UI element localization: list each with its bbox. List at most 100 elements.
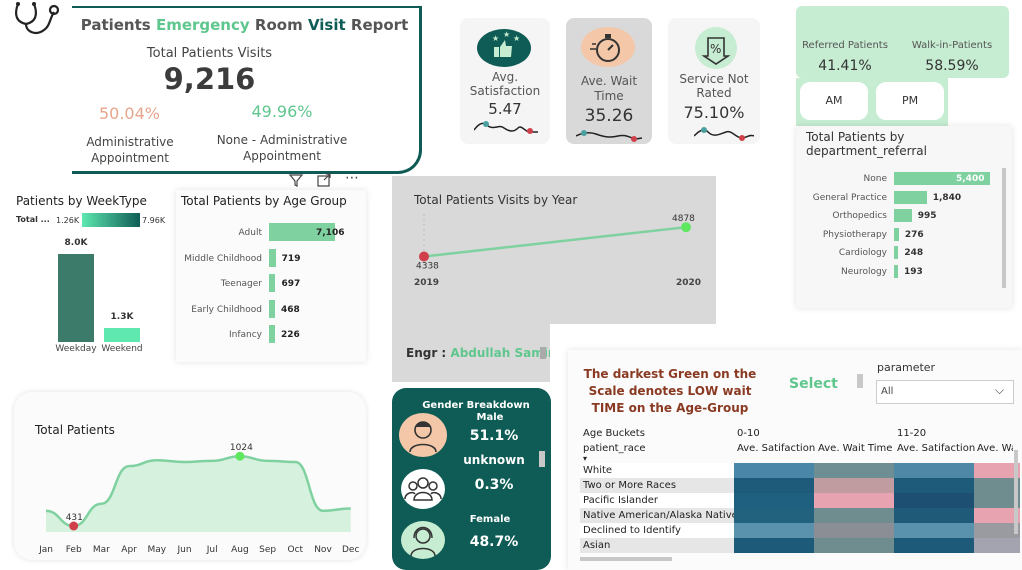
race-label: Two or More Races [583, 480, 677, 491]
race-label: Pacific Islander [583, 495, 658, 506]
min-point[interactable] [69, 521, 79, 531]
weekend-value-label: 1.3K [110, 311, 134, 322]
heatmap-cell[interactable] [894, 508, 974, 523]
department-bar[interactable] [894, 190, 927, 204]
admin-label: Administrative Appointment [86, 135, 174, 165]
sort-arrow-icon[interactable]: ▾ [583, 454, 588, 463]
year-point-2019[interactable] [419, 251, 429, 262]
table-row[interactable]: Native American/Alaska Native [580, 508, 1020, 523]
max-point[interactable] [235, 451, 245, 461]
heatmap-cell[interactable] [814, 478, 894, 493]
kpi-wait-sparkline [576, 130, 642, 142]
age-group-bar[interactable] [269, 274, 276, 292]
chevron-down-icon: ⌵ [995, 383, 1005, 397]
min-point-label: 431 [66, 513, 83, 523]
department-label: None [863, 174, 887, 184]
col-group-label: Age Buckets [583, 428, 645, 439]
weektype-legend-gradient [82, 213, 140, 227]
department-label: Physiotherapy [822, 229, 887, 240]
heatmap-cell[interactable] [734, 508, 814, 523]
heatmap-cell[interactable] [974, 478, 1020, 493]
heatmap-cell[interactable] [814, 508, 894, 523]
month-label: Nov [314, 545, 332, 555]
heatmap-v-scrollbar[interactable] [1014, 450, 1018, 534]
heatmap-cell[interactable] [734, 493, 814, 508]
total-patients-title: Total Patients [35, 423, 115, 437]
gender-female-value: 48.7% [469, 534, 519, 550]
age-group-bar[interactable] [269, 325, 275, 343]
parameter-label: parameter [877, 361, 936, 374]
department-bar[interactable] [894, 172, 990, 185]
heatmap-cell[interactable] [894, 523, 974, 538]
walkin-value: 58.59% [925, 58, 979, 74]
heatmap-cell[interactable] [974, 463, 1020, 478]
heatmap-grid: White Two or More Races Pacific Islander Na… [580, 463, 1020, 555]
heatmap-cell[interactable] [734, 538, 814, 553]
row-header: patient_race [583, 443, 646, 454]
age-group-label: Infancy [228, 330, 262, 340]
heatmap-cell[interactable] [894, 463, 974, 478]
engineer-name: Abdullah Samir [450, 346, 554, 360]
visits-by-year-chart: 4338 4878 [416, 214, 695, 272]
referred-value: 41.41% [818, 58, 872, 74]
gender-male-value: 51.1% [469, 428, 519, 444]
weekend-bar[interactable] [104, 327, 140, 342]
table-row[interactable]: White [580, 463, 1020, 478]
gender-male-label: Male [476, 412, 504, 423]
gender-unknown-value: 0.3% [474, 477, 514, 493]
engineer-credit: Engr : Abdullah Samir [406, 346, 554, 360]
heatmap-cell[interactable] [894, 478, 974, 493]
month-label: Apr [121, 545, 137, 555]
age-group-bar[interactable] [269, 299, 275, 318]
heatmap-cell[interactable] [894, 538, 974, 553]
age-group-bar[interactable] [269, 223, 335, 241]
area-line [45, 454, 351, 528]
kpi-not-rated-sparkline [694, 127, 754, 141]
focus-mode-icon[interactable] [316, 172, 332, 188]
svg-text:★: ★ [492, 34, 499, 43]
department-bar[interactable] [894, 246, 899, 259]
department-bar[interactable] [894, 227, 899, 241]
heatmap-cell[interactable] [814, 493, 894, 508]
heatmap-cell[interactable] [894, 493, 974, 508]
weektype-legend-label: Total ... [16, 215, 50, 224]
race-label: White [583, 465, 613, 476]
age-group-bar[interactable] [269, 248, 276, 267]
heatmap-cell[interactable] [814, 463, 894, 478]
thumbs-up-stars-icon: ★ ★ ★ [476, 28, 532, 68]
heatmap-cell[interactable] [974, 493, 1020, 508]
weekday-label: Weekday [55, 344, 97, 354]
heatmap-cell[interactable] [734, 523, 814, 538]
month-label: Feb [66, 545, 82, 555]
heatmap-cell[interactable] [734, 478, 814, 493]
department-value: 5,400 [956, 174, 985, 184]
pm-button[interactable]: PM [876, 82, 944, 120]
heatmap-cell[interactable] [734, 463, 814, 478]
department-scrollbar[interactable] [1002, 168, 1006, 288]
heatmap-cell[interactable] [974, 538, 1020, 553]
weekend-label: Weekend [101, 344, 143, 354]
heatmap-cell[interactable] [974, 523, 1020, 538]
gender-scroll-marker [539, 451, 545, 467]
year-point-2020[interactable] [681, 222, 691, 233]
am-button[interactable]: AM [800, 82, 868, 120]
kpi-not-rated-value: 75.10% [683, 103, 745, 122]
parameter-dropdown[interactable]: All ⌵ [876, 380, 1014, 404]
table-row[interactable]: Asian [580, 538, 1020, 553]
table-row[interactable]: Two or More Races [580, 478, 1020, 493]
weekday-bar[interactable] [58, 254, 94, 342]
department-bar[interactable] [894, 264, 898, 278]
heatmap-h-scrollbar[interactable] [580, 557, 672, 561]
kpi-wait-value: 35.26 [584, 106, 634, 126]
filter-icon[interactable] [288, 172, 304, 188]
table-row[interactable]: Declined to Identify [580, 523, 1020, 538]
heatmap-cell[interactable] [814, 523, 894, 538]
more-options-icon[interactable]: ⋯ [345, 170, 359, 186]
year-label-2019: 2019 [414, 278, 440, 288]
heatmap-cell[interactable] [814, 538, 894, 553]
admin-pct: 50.04% [98, 104, 160, 123]
department-bar[interactable] [894, 209, 912, 222]
col-header-3: Ave. Wa [977, 443, 1013, 454]
table-row[interactable]: Pacific Islander [580, 493, 1020, 508]
heatmap-cell[interactable] [974, 508, 1020, 523]
